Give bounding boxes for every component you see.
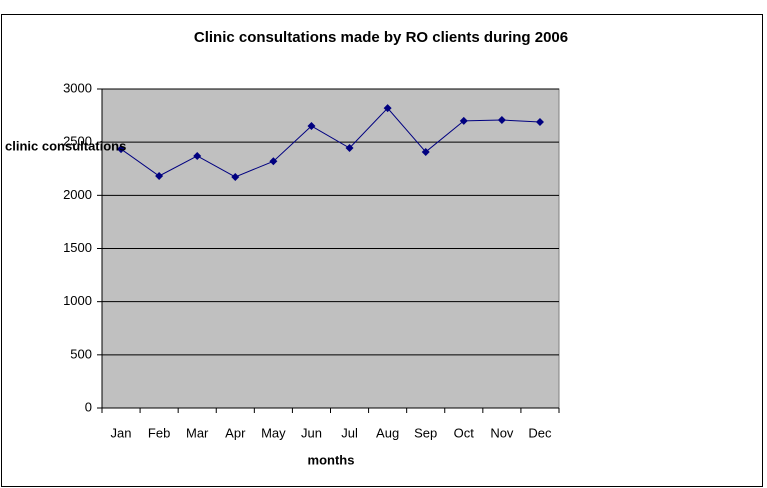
x-tick-label: Feb: [148, 425, 170, 440]
x-axis-label: months: [308, 452, 355, 467]
data-point: [231, 172, 240, 181]
y-axis-label: clinic consultations: [5, 138, 126, 153]
y-tick-label: 2000: [63, 187, 92, 202]
x-tick-label: Jun: [301, 425, 322, 440]
y-tick-label: 1000: [63, 293, 92, 308]
x-tick-label: Mar: [186, 425, 209, 440]
data-point: [459, 116, 468, 125]
x-tick-label: Jan: [111, 425, 132, 440]
y-tick-label: 500: [70, 346, 92, 361]
x-tick-label: Dec: [528, 425, 552, 440]
data-point: [497, 116, 506, 125]
data-point: [117, 145, 126, 154]
x-tick-label: Jul: [341, 425, 358, 440]
x-tick-label: Apr: [225, 425, 246, 440]
data-point: [421, 147, 430, 156]
data-point: [345, 144, 354, 153]
x-tick-label: Nov: [490, 425, 514, 440]
data-point: [193, 151, 202, 160]
data-point: [535, 117, 544, 126]
data-point: [307, 122, 316, 131]
x-tick-label: Oct: [454, 425, 475, 440]
y-tick-label: 3000: [63, 80, 92, 95]
data-point: [383, 104, 392, 113]
y-tick-label: 1500: [63, 240, 92, 255]
x-tick-label: Aug: [376, 425, 399, 440]
chart-title: Clinic consultations made by RO clients …: [194, 29, 568, 46]
data-point: [155, 171, 164, 180]
data-point: [269, 157, 278, 166]
series-line: [120, 107, 540, 178]
y-tick-label: 0: [85, 399, 92, 414]
x-tick-label: May: [261, 425, 286, 440]
y-tick-label: 2500: [63, 134, 92, 149]
x-tick-label: Sep: [414, 425, 437, 440]
